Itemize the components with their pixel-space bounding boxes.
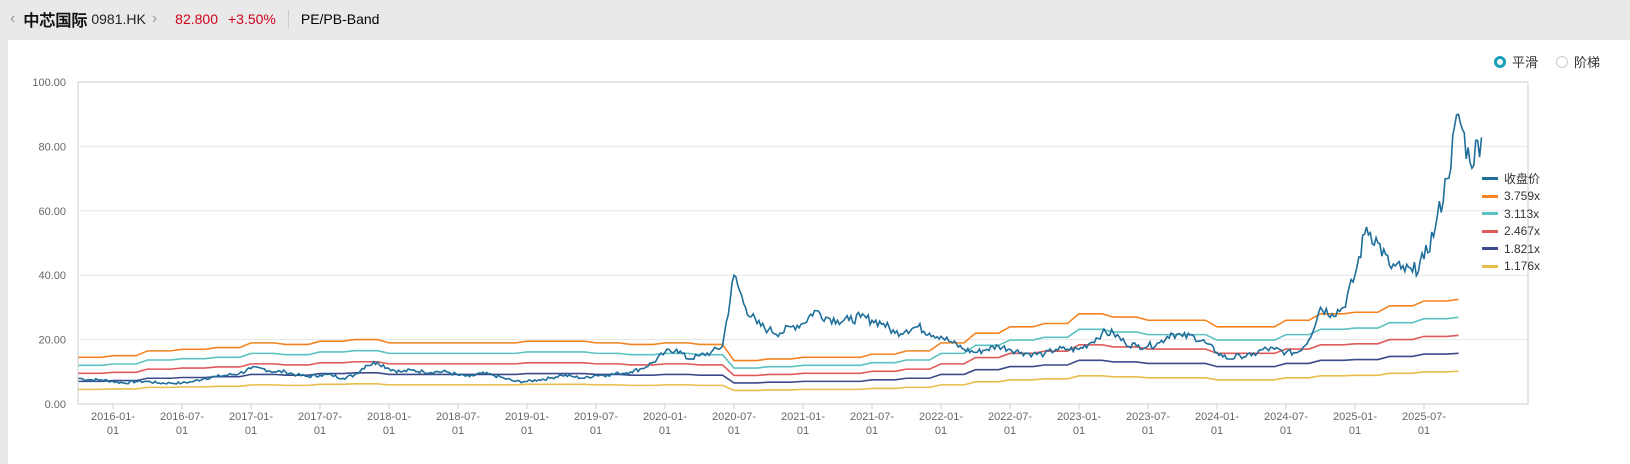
legend-swatch (1482, 247, 1498, 251)
x-tick-label: 2023-07-01 (1126, 411, 1170, 437)
x-tick-label: 2025-01-01 (1333, 411, 1377, 437)
x-tick-label: 2017-01-01 (229, 411, 273, 437)
y-tick-label: 40.00 (38, 270, 66, 282)
x-tick-label: 2018-07-01 (436, 411, 480, 437)
y-tick-label: 80.00 (38, 141, 66, 153)
x-tick-label: 2020-01-01 (643, 411, 687, 437)
option-step[interactable]: 阶梯 (1555, 52, 1600, 71)
x-tick-label: 2025-07-01 (1402, 411, 1446, 437)
x-tick-label: 2017-07-01 (298, 411, 342, 437)
band-line-3.759x (78, 298, 1459, 362)
x-tick-label: 2023-01-01 (1057, 411, 1101, 437)
divider (287, 10, 289, 28)
plot-frame (77, 81, 1529, 405)
band-line-3.113x (78, 316, 1459, 369)
legend-label: 3.759x (1504, 189, 1541, 204)
price-change: +3.50% (227, 11, 276, 27)
legend-label: 2.467x (1504, 224, 1541, 239)
legend-swatch (1482, 194, 1498, 198)
legend-item[interactable]: 1.821x (1482, 240, 1540, 258)
view-title: PE/PB-Band (300, 11, 380, 27)
x-tick-label: 2016-01-01 (91, 411, 135, 437)
x-tick-label: 2022-01-01 (919, 411, 963, 437)
option-smooth[interactable]: 平滑 (1493, 52, 1538, 71)
legend-item[interactable]: 1.176x (1482, 258, 1540, 276)
x-tick-label: 2018-01-01 (367, 411, 411, 437)
y-tick-label: 20.00 (38, 335, 66, 347)
legend-label: 1.821x (1504, 241, 1541, 256)
y-tick-label: 60.00 (38, 206, 66, 218)
chevron-right-icon[interactable]: › (151, 10, 158, 27)
chevron-left-icon[interactable]: ‹ (10, 10, 16, 27)
band-line-1.821x (78, 352, 1459, 384)
radio-icon (1493, 55, 1506, 68)
band-line-2.467x (78, 334, 1459, 377)
x-tick-label: 2019-01-01 (505, 411, 549, 437)
legend-item[interactable]: 收盘价 (1482, 170, 1540, 188)
stock-code: 0981.HK (91, 11, 146, 27)
x-tick-label: 2022-07-01 (988, 411, 1032, 437)
legend-label: 1.176x (1504, 259, 1541, 274)
y-tick-label: 0.00 (45, 399, 66, 411)
legend-swatch (1482, 264, 1498, 268)
header: ‹ 中芯国际 0981.HK › 82.800 +3.50% PE/PB-Ban… (0, 0, 1630, 38)
legend-swatch (1482, 177, 1498, 181)
close-price-line (78, 113, 1483, 386)
legend-item[interactable]: 3.759x (1482, 188, 1540, 206)
x-tick-label: 2024-07-01 (1264, 411, 1308, 437)
legend-label: 收盘价 (1504, 172, 1541, 187)
stock-price: 82.800 (175, 11, 218, 27)
x-tick-label: 2019-07-01 (574, 411, 618, 437)
x-tick-label: 2020-07-01 (712, 411, 756, 437)
legend-swatch (1482, 229, 1498, 233)
x-tick-label: 2016-07-01 (160, 411, 204, 437)
legend-item[interactable]: 2.467x (1482, 223, 1540, 241)
option-label: 平滑 (1511, 55, 1538, 70)
legend-swatch (1482, 212, 1498, 216)
x-tick-label: 2021-01-01 (781, 411, 825, 437)
y-tick-label: 100.00 (32, 77, 66, 89)
legend-label: 3.113x (1504, 206, 1540, 221)
legend-item[interactable]: 3.113x (1482, 205, 1540, 223)
x-tick-label: 2024-01-01 (1195, 411, 1239, 437)
chart-card: 平滑 阶梯 (8, 40, 1630, 464)
stock-name: 中芯国际 (23, 13, 88, 30)
legend: 收盘价 3.759x 3.113x 2.467x 1.821x 1.176x (1482, 170, 1540, 275)
radio-icon (1555, 55, 1568, 68)
x-tick-label: 2021-07-01 (850, 411, 894, 437)
option-label: 阶梯 (1573, 55, 1600, 70)
band-line-1.176x (78, 370, 1459, 392)
